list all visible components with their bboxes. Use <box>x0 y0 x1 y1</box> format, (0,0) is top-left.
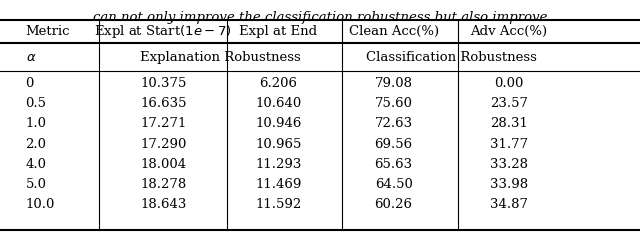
Text: 0.5: 0.5 <box>26 97 47 110</box>
Text: 17.271: 17.271 <box>140 117 186 130</box>
Text: 4.0: 4.0 <box>26 158 47 171</box>
Text: 28.31: 28.31 <box>490 117 528 130</box>
Text: 31.77: 31.77 <box>490 137 528 151</box>
Text: 11.469: 11.469 <box>255 178 301 191</box>
Text: 69.56: 69.56 <box>374 137 413 151</box>
Text: 60.26: 60.26 <box>374 198 413 211</box>
Text: 0.00: 0.00 <box>494 77 524 90</box>
Text: $\alpha$: $\alpha$ <box>26 51 36 64</box>
Text: 10.640: 10.640 <box>255 97 301 110</box>
Text: 33.98: 33.98 <box>490 178 528 191</box>
Text: 18.004: 18.004 <box>140 158 186 171</box>
Text: 17.290: 17.290 <box>140 137 186 151</box>
Text: 1.0: 1.0 <box>26 117 47 130</box>
Text: 18.643: 18.643 <box>140 198 186 211</box>
Text: Metric: Metric <box>26 25 70 38</box>
Text: 5.0: 5.0 <box>26 178 47 191</box>
Text: 10.965: 10.965 <box>255 137 301 151</box>
Text: 6.206: 6.206 <box>259 77 298 90</box>
Text: Expl at End: Expl at End <box>239 25 317 38</box>
Text: 11.592: 11.592 <box>255 198 301 211</box>
Text: 72.63: 72.63 <box>374 117 413 130</box>
Text: can not only improve the classification robustness but also improve: can not only improve the classification … <box>93 11 547 24</box>
Text: Explanation Robustness: Explanation Robustness <box>140 51 301 64</box>
Text: 65.63: 65.63 <box>374 158 413 171</box>
Text: Adv Acc(%): Adv Acc(%) <box>470 25 547 38</box>
Text: 10.0: 10.0 <box>26 198 55 211</box>
Text: 2.0: 2.0 <box>26 137 47 151</box>
Text: 34.87: 34.87 <box>490 198 528 211</box>
Text: 79.08: 79.08 <box>374 77 413 90</box>
Text: 0: 0 <box>26 77 34 90</box>
Text: Classification Robustness: Classification Robustness <box>366 51 536 64</box>
Text: Expl at Start$(1e-7)$: Expl at Start$(1e-7)$ <box>94 23 232 40</box>
Text: 10.946: 10.946 <box>255 117 301 130</box>
Text: 11.293: 11.293 <box>255 158 301 171</box>
Text: 23.57: 23.57 <box>490 97 528 110</box>
Text: 10.375: 10.375 <box>140 77 186 90</box>
Text: 16.635: 16.635 <box>140 97 186 110</box>
Text: 75.60: 75.60 <box>374 97 413 110</box>
Text: 33.28: 33.28 <box>490 158 528 171</box>
Text: 18.278: 18.278 <box>140 178 186 191</box>
Text: Clean Acc(%): Clean Acc(%) <box>349 25 438 38</box>
Text: 64.50: 64.50 <box>374 178 413 191</box>
